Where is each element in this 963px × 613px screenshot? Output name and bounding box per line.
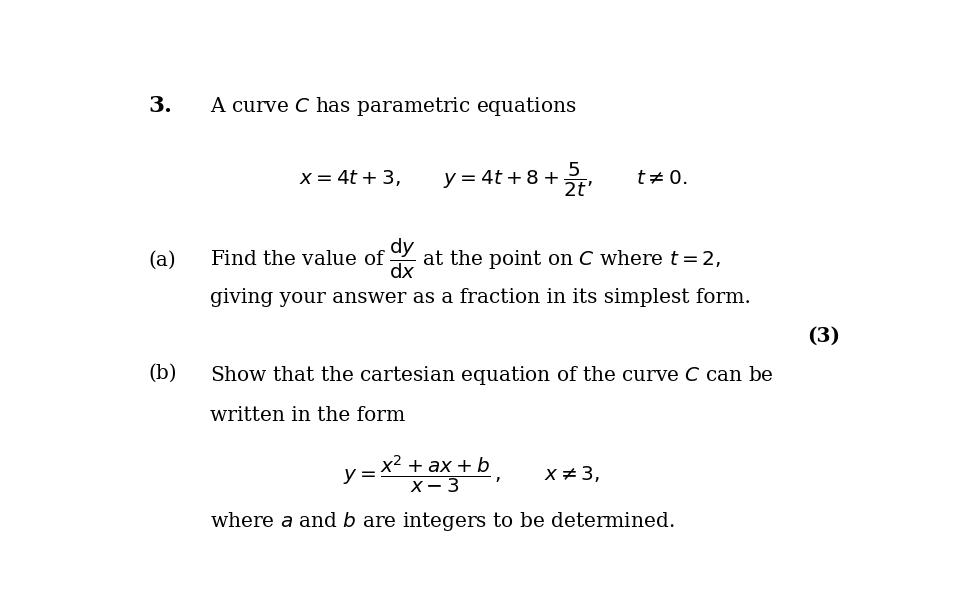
- Text: (3): (3): [808, 326, 841, 346]
- Text: where $a$ and $b$ are integers to be determined.: where $a$ and $b$ are integers to be det…: [210, 510, 674, 533]
- Text: A curve $C$ has parametric equations: A curve $C$ has parametric equations: [210, 95, 577, 118]
- Text: written in the form: written in the form: [210, 406, 405, 425]
- Text: $y = \dfrac{x^2 + ax + b}{x - 3}\,, \qquad x \neq 3,$: $y = \dfrac{x^2 + ax + b}{x - 3}\,, \qqu…: [343, 454, 600, 496]
- Text: 3.: 3.: [148, 95, 172, 117]
- Text: Find the value of $\dfrac{\mathrm{d}y}{\mathrm{d}x}$ at the point on $C$ where $: Find the value of $\dfrac{\mathrm{d}y}{\…: [210, 237, 721, 281]
- Text: (a): (a): [148, 251, 176, 270]
- Text: giving your answer as a fraction in its simplest form.: giving your answer as a fraction in its …: [210, 288, 751, 307]
- Text: (b): (b): [148, 364, 177, 383]
- Text: $x = 4t + 3, \qquad y = 4t + 8 + \dfrac{5}{2t}, \qquad t \neq 0.$: $x = 4t + 3, \qquad y = 4t + 8 + \dfrac{…: [299, 161, 688, 199]
- Text: Show that the cartesian equation of the curve $C$ can be: Show that the cartesian equation of the …: [210, 364, 773, 387]
